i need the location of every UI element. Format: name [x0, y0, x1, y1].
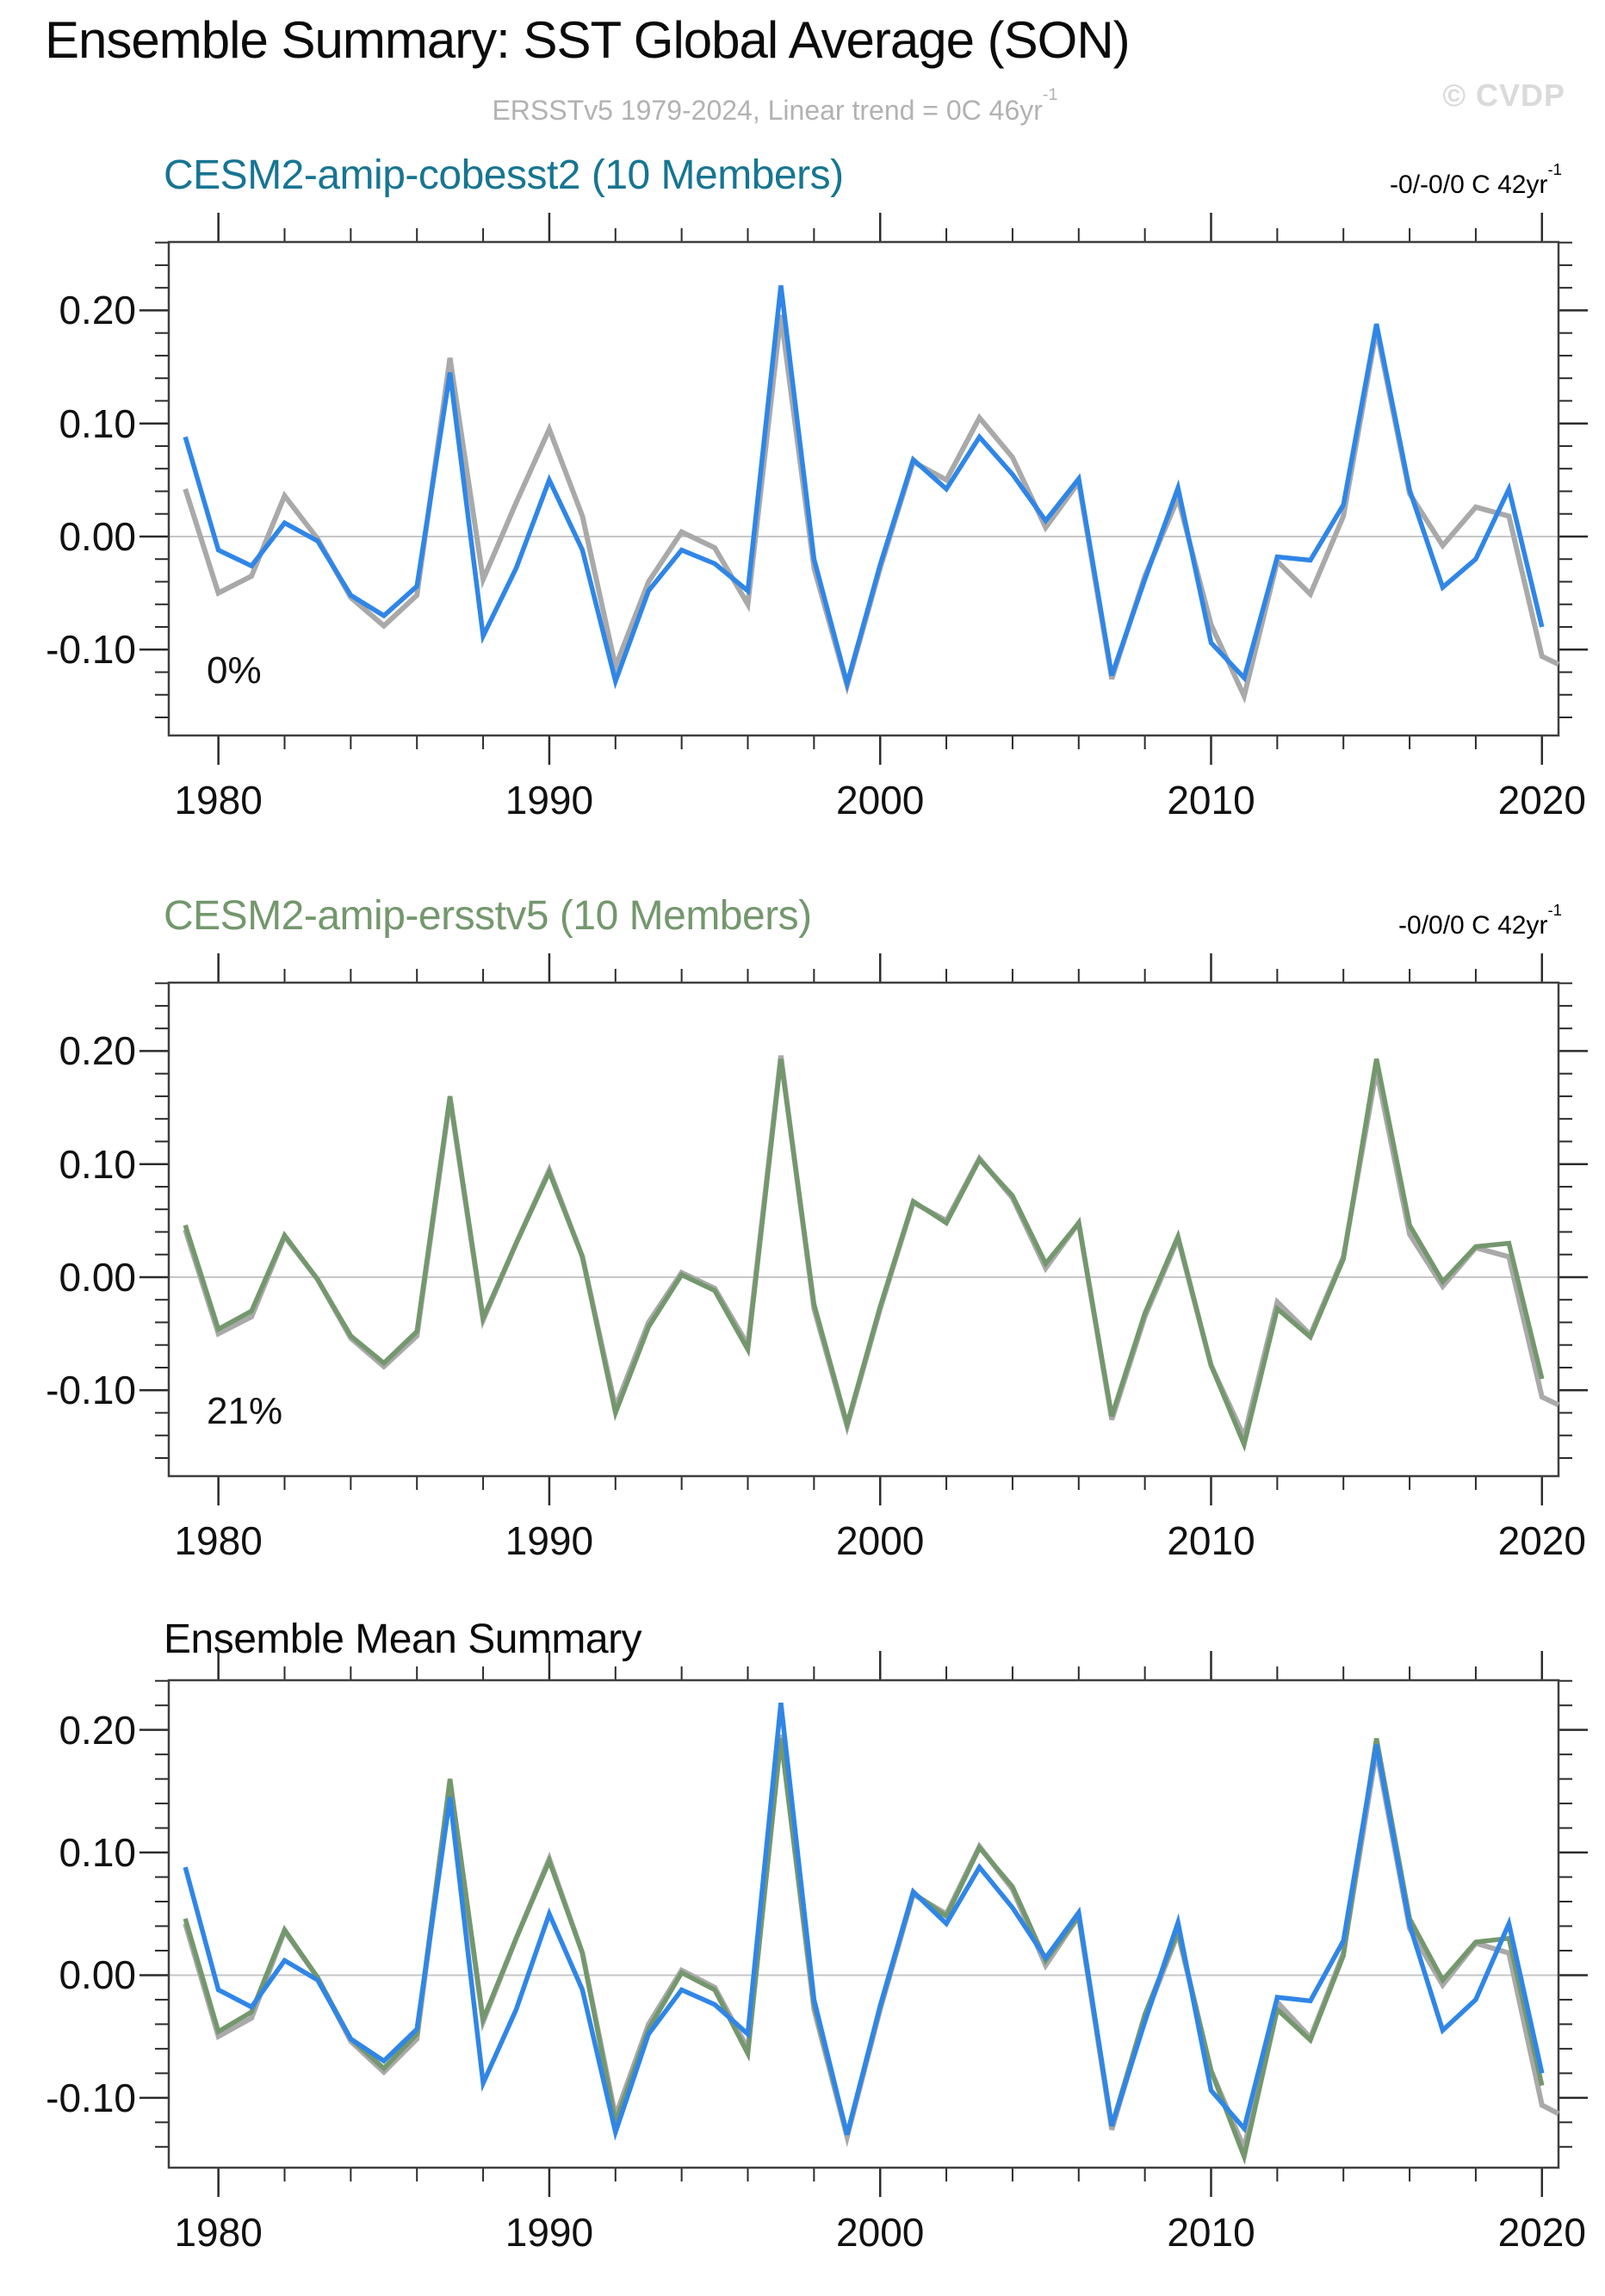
panel-2-percent-annotation: 21%: [207, 1390, 283, 1432]
panel-1-percent-annotation: 0%: [207, 649, 262, 692]
panel-1-title: CESM2-amip-cobesst2 (10 Members): [164, 152, 844, 198]
panel-2-trend-text: -0/0/0 C 42yr: [1398, 911, 1548, 940]
plot-border: [167, 981, 1560, 1478]
x-tick-label: 1990: [505, 778, 594, 822]
x-tick-label: 2000: [836, 2210, 925, 2255]
x-tick-label: 1990: [505, 2210, 594, 2255]
y-tick-label: 0.00: [59, 513, 136, 559]
panel-3-plot-area: 1980 1990 2000 2010 2020 -0.10 0.00 0.10 0.20: [46, 1651, 1588, 2255]
cvdp-watermark: © CVDP: [1442, 78, 1565, 113]
x-tick-label: 2000: [836, 778, 925, 822]
x-tick-label: 1980: [174, 778, 263, 822]
y-tick-label: -0.10: [46, 1368, 136, 1413]
obs-line: [183, 1734, 1560, 2156]
x-tick-label: 1990: [505, 1518, 594, 1563]
y-tick-label: 0.20: [59, 288, 136, 333]
cobesst2_mean-line: [183, 1702, 1545, 2141]
panel-1-trend-label: -0/-0/0 C 42yr-1: [1390, 160, 1562, 200]
panel-3-title: Ensemble Mean Summary: [164, 1617, 642, 1662]
x-tick-label: 2000: [836, 1518, 925, 1563]
subtitle-text: ERSSTv5 1979-2024, Linear trend = 0C 46y…: [492, 95, 1043, 126]
page-title: Ensemble Summary: SST Global Average (SO…: [45, 11, 1131, 69]
plot-border: [167, 240, 1560, 737]
panel-1-trend-text: -0/-0/0 C 42yr: [1390, 171, 1548, 199]
obs-line: [183, 314, 1560, 704]
x-tick-label: 2020: [1497, 778, 1586, 822]
x-tick-label: 2010: [1167, 2210, 1255, 2255]
subtitle-exponent: -1: [1042, 85, 1058, 105]
x-tick-label: 2010: [1167, 778, 1255, 822]
panel-1-trend-exponent: -1: [1547, 159, 1562, 178]
y-tick-label: -0.10: [46, 627, 136, 673]
panel-3-chart-svg: [139, 1651, 1588, 2197]
panel-2-chart-svg: [139, 953, 1588, 1505]
ersstv5_mean-line: [183, 1058, 1545, 1452]
y-tick-label: 0.10: [59, 1141, 136, 1187]
panel-2-trend-exponent: -1: [1547, 900, 1562, 919]
x-tick-label: 2010: [1167, 1518, 1255, 1563]
y-tick-label: -0.10: [46, 2075, 136, 2120]
y-tick-label: 0.10: [59, 1830, 136, 1876]
y-tick-label: 0.20: [59, 1028, 136, 1074]
panel-1-plot-area: 0% 1980 1990 2000 2010 2020 -0.10 0.00 0.10 0.20: [46, 213, 1588, 822]
panel-2-plot-area: 21% 1980 1990 2000 2010 2020 -0.10 0.00 0.10 0.2…: [46, 953, 1588, 1563]
obs-line: [183, 1055, 1560, 1445]
x-tick-label: 1980: [174, 2210, 263, 2255]
x-tick-label: 2020: [1497, 2210, 1586, 2255]
y-tick-label: 0.00: [59, 1952, 136, 1998]
panel-1-chart-svg: [139, 213, 1588, 765]
y-tick-label: 0.00: [59, 1254, 136, 1300]
panel-2-title: CESM2-amip-ersstv5 (10 Members): [164, 893, 812, 939]
page-subtitle: ERSSTv5 1979-2024, Linear trend = 0C 46y…: [0, 85, 1550, 127]
y-tick-label: 0.10: [59, 400, 136, 446]
panel-2-trend-label: -0/0/0 C 42yr-1: [1398, 901, 1562, 940]
x-tick-label: 1980: [174, 1518, 263, 1563]
y-tick-label: 0.20: [59, 1707, 136, 1753]
x-tick-label: 2020: [1497, 1518, 1586, 1563]
cobesst2_mean-line: [183, 285, 1545, 693]
plot-border: [167, 1679, 1560, 2169]
